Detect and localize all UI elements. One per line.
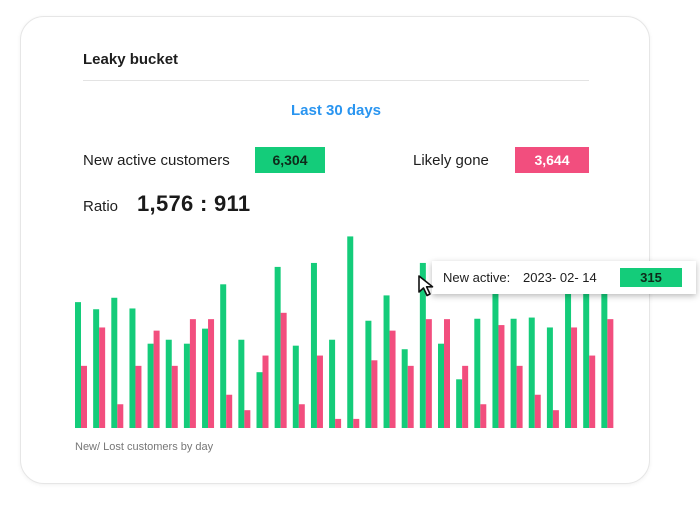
- ratio-label: Ratio: [83, 198, 119, 215]
- new-bar[interactable]: [256, 372, 263, 428]
- tooltip-value: 315: [620, 268, 682, 287]
- new-bar[interactable]: [510, 318, 517, 428]
- lost-bar[interactable]: [298, 404, 305, 428]
- lost-bar[interactable]: [425, 319, 432, 428]
- card-title: Leaky bucket: [83, 51, 179, 68]
- new-bar[interactable]: [456, 379, 463, 428]
- chart-caption: New/ Lost customers by day: [75, 441, 214, 453]
- likely-gone-label: Likely gone: [413, 152, 489, 169]
- lost-bar[interactable]: [607, 319, 614, 428]
- new-bar[interactable]: [202, 328, 209, 428]
- new-bar[interactable]: [129, 308, 136, 428]
- new-bar[interactable]: [93, 309, 100, 428]
- title-divider: [83, 80, 589, 81]
- new-bar[interactable]: [565, 264, 572, 428]
- new-bar[interactable]: [528, 317, 535, 428]
- lost-bar[interactable]: [99, 327, 106, 428]
- lost-bar[interactable]: [135, 365, 142, 428]
- lost-bar[interactable]: [262, 355, 269, 428]
- new-bar[interactable]: [329, 339, 336, 428]
- new-bar[interactable]: [401, 349, 408, 428]
- new-bar[interactable]: [383, 295, 390, 428]
- new-bar[interactable]: [601, 266, 608, 428]
- lost-bar[interactable]: [480, 404, 487, 428]
- new-bar[interactable]: [419, 262, 426, 428]
- lost-bar[interactable]: [371, 360, 378, 428]
- tooltip-date: 2023- 02- 14: [523, 270, 597, 285]
- new-bar[interactable]: [292, 345, 299, 428]
- new-bar[interactable]: [183, 343, 190, 428]
- tooltip-label: New active:: [443, 270, 511, 285]
- lost-bar[interactable]: [534, 394, 541, 428]
- lost-bar[interactable]: [189, 319, 196, 428]
- new-bar[interactable]: [274, 266, 281, 428]
- new-bar[interactable]: [347, 236, 354, 428]
- new-bar[interactable]: [474, 318, 481, 428]
- ratio-value: 1,576 : 911: [137, 191, 251, 216]
- lost-bar[interactable]: [280, 312, 287, 428]
- lost-bar[interactable]: [498, 325, 505, 428]
- lost-bar[interactable]: [552, 410, 559, 428]
- lost-bar[interactable]: [589, 355, 596, 428]
- new-bar[interactable]: [75, 302, 81, 429]
- period-selector[interactable]: Last 30 days: [290, 102, 382, 119]
- lost-bar[interactable]: [226, 394, 233, 428]
- lost-bar[interactable]: [389, 330, 396, 428]
- new-bar[interactable]: [238, 339, 245, 428]
- lost-bar[interactable]: [407, 365, 414, 428]
- mouse-pointer-icon: [418, 275, 434, 297]
- new-bar[interactable]: [365, 320, 372, 428]
- lost-bar[interactable]: [117, 404, 124, 428]
- new-bar[interactable]: [165, 339, 172, 428]
- lost-bar[interactable]: [153, 330, 160, 428]
- new-active-badge: 6,304: [255, 147, 325, 173]
- lost-bar[interactable]: [516, 365, 523, 428]
- new-bar[interactable]: [147, 343, 154, 428]
- leaky-bucket-card: Leaky bucket Last 30 days New active cus…: [20, 16, 650, 484]
- new-bar[interactable]: [310, 262, 317, 428]
- lost-bar[interactable]: [244, 410, 251, 428]
- lost-bar[interactable]: [444, 319, 450, 428]
- new-bar[interactable]: [492, 292, 499, 428]
- new-active-label: New active customers: [83, 152, 230, 169]
- new-bar[interactable]: [583, 262, 590, 428]
- new-bar[interactable]: [438, 343, 444, 428]
- lost-bar[interactable]: [462, 365, 469, 428]
- lost-bar[interactable]: [335, 418, 342, 428]
- new-lost-bar-chart[interactable]: [21, 17, 651, 485]
- lost-bar[interactable]: [316, 355, 323, 428]
- likely-gone-badge: 3,644: [515, 147, 589, 173]
- lost-bar[interactable]: [81, 365, 87, 428]
- new-bar[interactable]: [220, 284, 227, 428]
- lost-bar[interactable]: [353, 418, 360, 428]
- new-bar[interactable]: [546, 327, 553, 428]
- new-bar[interactable]: [111, 297, 118, 428]
- lost-bar[interactable]: [171, 365, 178, 428]
- lost-bar[interactable]: [208, 319, 215, 428]
- chart-tooltip: New active: 2023- 02- 14 315: [432, 261, 696, 294]
- lost-bar[interactable]: [571, 327, 578, 428]
